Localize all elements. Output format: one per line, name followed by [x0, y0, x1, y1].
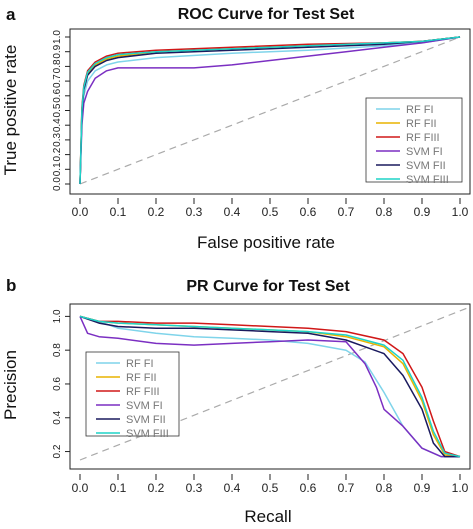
pr-series-line-svm-fii — [79, 315, 460, 458]
pr-series-group — [79, 315, 461, 458]
pr-legend-entry: RF FI — [126, 358, 154, 370]
roc-y-tick-label: 0.5 — [52, 103, 63, 117]
roc-y-tick-label: 0.9 — [52, 44, 63, 58]
roc-legend: RF FI RF FII RF FIII SVM FI SVM FII SVM FIII — [365, 97, 463, 186]
roc-y-tick-label: 0.1 — [52, 162, 63, 176]
pr-x-tick-label: 0.6 — [300, 481, 317, 495]
pr-legend-box — [85, 351, 180, 437]
roc-series-line-svm-fiii — [79, 36, 461, 185]
pr-x-tick-label: 1.0 — [452, 481, 469, 495]
roc-plot-frame — [69, 28, 471, 195]
roc-x-tick-label: 0.3 — [186, 205, 203, 219]
pr-x-tick-label: 0.2 — [148, 481, 165, 495]
roc-y-tick-label: 0.0 — [52, 177, 63, 191]
pr-plot-frame — [69, 303, 471, 470]
roc-legend-entry: SVM FII — [406, 160, 446, 172]
panel-label-a: a — [6, 5, 16, 24]
pr-x-axis-label: Recall — [244, 507, 291, 526]
pr-y-axis-label: Precision — [1, 350, 20, 420]
roc-y-tick-label: 0.4 — [52, 118, 63, 132]
pr-x-tick-label: 0.7 — [338, 481, 355, 495]
pr-series-line-rf-fiii — [79, 315, 461, 458]
roc-legend-entry: RF FI — [406, 104, 434, 116]
roc-x-tick-label: 0.7 — [338, 205, 355, 219]
pr-legend-entry: SVM FIII — [126, 428, 169, 440]
pr-legend-entry: SVM FII — [126, 414, 166, 426]
roc-series-line-svm-fi — [79, 36, 461, 185]
roc-y-tick-label: 0.6 — [52, 88, 63, 102]
pr-legend-entry: RF FII — [126, 372, 157, 384]
pr-y-tick-label: 1.0 — [52, 309, 63, 323]
roc-y-tick-label: 1.0 — [52, 30, 63, 44]
pr-panel: b PR Curve for Test Set Precision Recall… — [1, 276, 471, 526]
roc-legend-entry: SVM FI — [406, 146, 443, 158]
roc-x-tick-label: 0.0 — [72, 205, 89, 219]
roc-x-ticks: 0.0 0.1 0.2 0.3 0.4 0.5 0.6 0.7 0.8 0.9 1.0 — [72, 198, 469, 219]
roc-legend-entry: SVM FIII — [406, 174, 449, 186]
roc-legend-box — [365, 97, 463, 183]
pr-legend-entry: SVM FI — [126, 400, 163, 412]
roc-x-tick-label: 1.0 — [452, 205, 469, 219]
pr-x-tick-label: 0.1 — [110, 481, 127, 495]
roc-series-group — [79, 36, 461, 185]
roc-y-tick-label: 0.7 — [52, 74, 63, 88]
roc-panel: a ROC Curve for Test Set True positive r… — [1, 5, 471, 252]
pr-x-tick-label: 0.5 — [262, 481, 279, 495]
panel-label-b: b — [6, 276, 16, 295]
roc-x-tick-label: 0.5 — [262, 205, 279, 219]
roc-y-tick-label: 0.3 — [52, 133, 63, 147]
roc-reference-line — [79, 36, 461, 185]
pr-x-tick-label: 0.0 — [72, 481, 89, 495]
roc-y-tick-label: 0.8 — [52, 59, 63, 73]
roc-legend-entry: RF FIII — [406, 132, 440, 144]
roc-x-tick-label: 0.8 — [376, 205, 393, 219]
roc-x-tick-label: 0.4 — [224, 205, 241, 219]
roc-x-axis-label: False positive rate — [197, 233, 335, 252]
pr-x-tick-label: 0.4 — [224, 481, 241, 495]
pr-y-tick-label: 0.4 — [52, 410, 63, 424]
roc-y-tick-label: 0.2 — [52, 147, 63, 161]
roc-legend-entry: RF FII — [406, 118, 437, 130]
pr-legend-entry: RF FIII — [126, 386, 160, 398]
roc-x-tick-label: 0.2 — [148, 205, 165, 219]
pr-y-tick-label: 0.6 — [52, 377, 63, 391]
pr-x-ticks: 0.0 0.1 0.2 0.3 0.4 0.5 0.6 0.7 0.8 0.9 1.0 — [72, 474, 469, 495]
roc-title: ROC Curve for Test Set — [178, 6, 355, 23]
pr-reference-line — [79, 306, 471, 461]
pr-y-tick-label: 0.2 — [52, 444, 63, 458]
pr-x-tick-label: 0.8 — [376, 481, 393, 495]
pr-y-tick-label: 0.8 — [52, 343, 63, 357]
roc-y-ticks: 0.00.10.20.30.40.50.60.70.80.91.0 — [52, 30, 70, 191]
pr-title: PR Curve for Test Set — [186, 278, 350, 295]
pr-legend: RF FI RF FII RF FIII SVM FI SVM FII SVM FIII — [85, 351, 180, 440]
pr-x-tick-label: 0.3 — [186, 481, 203, 495]
pr-x-tick-label: 0.9 — [414, 481, 431, 495]
pr-series-line-svm-fi — [79, 316, 460, 458]
roc-y-axis-label: True positive rate — [1, 45, 20, 176]
pr-series-line-svm-fiii — [79, 315, 461, 458]
roc-x-tick-label: 0.1 — [110, 205, 127, 219]
roc-x-tick-label: 0.6 — [300, 205, 317, 219]
roc-x-tick-label: 0.9 — [414, 205, 431, 219]
pr-y-ticks: 0.2 0.4 0.6 0.8 1.0 — [52, 309, 70, 459]
